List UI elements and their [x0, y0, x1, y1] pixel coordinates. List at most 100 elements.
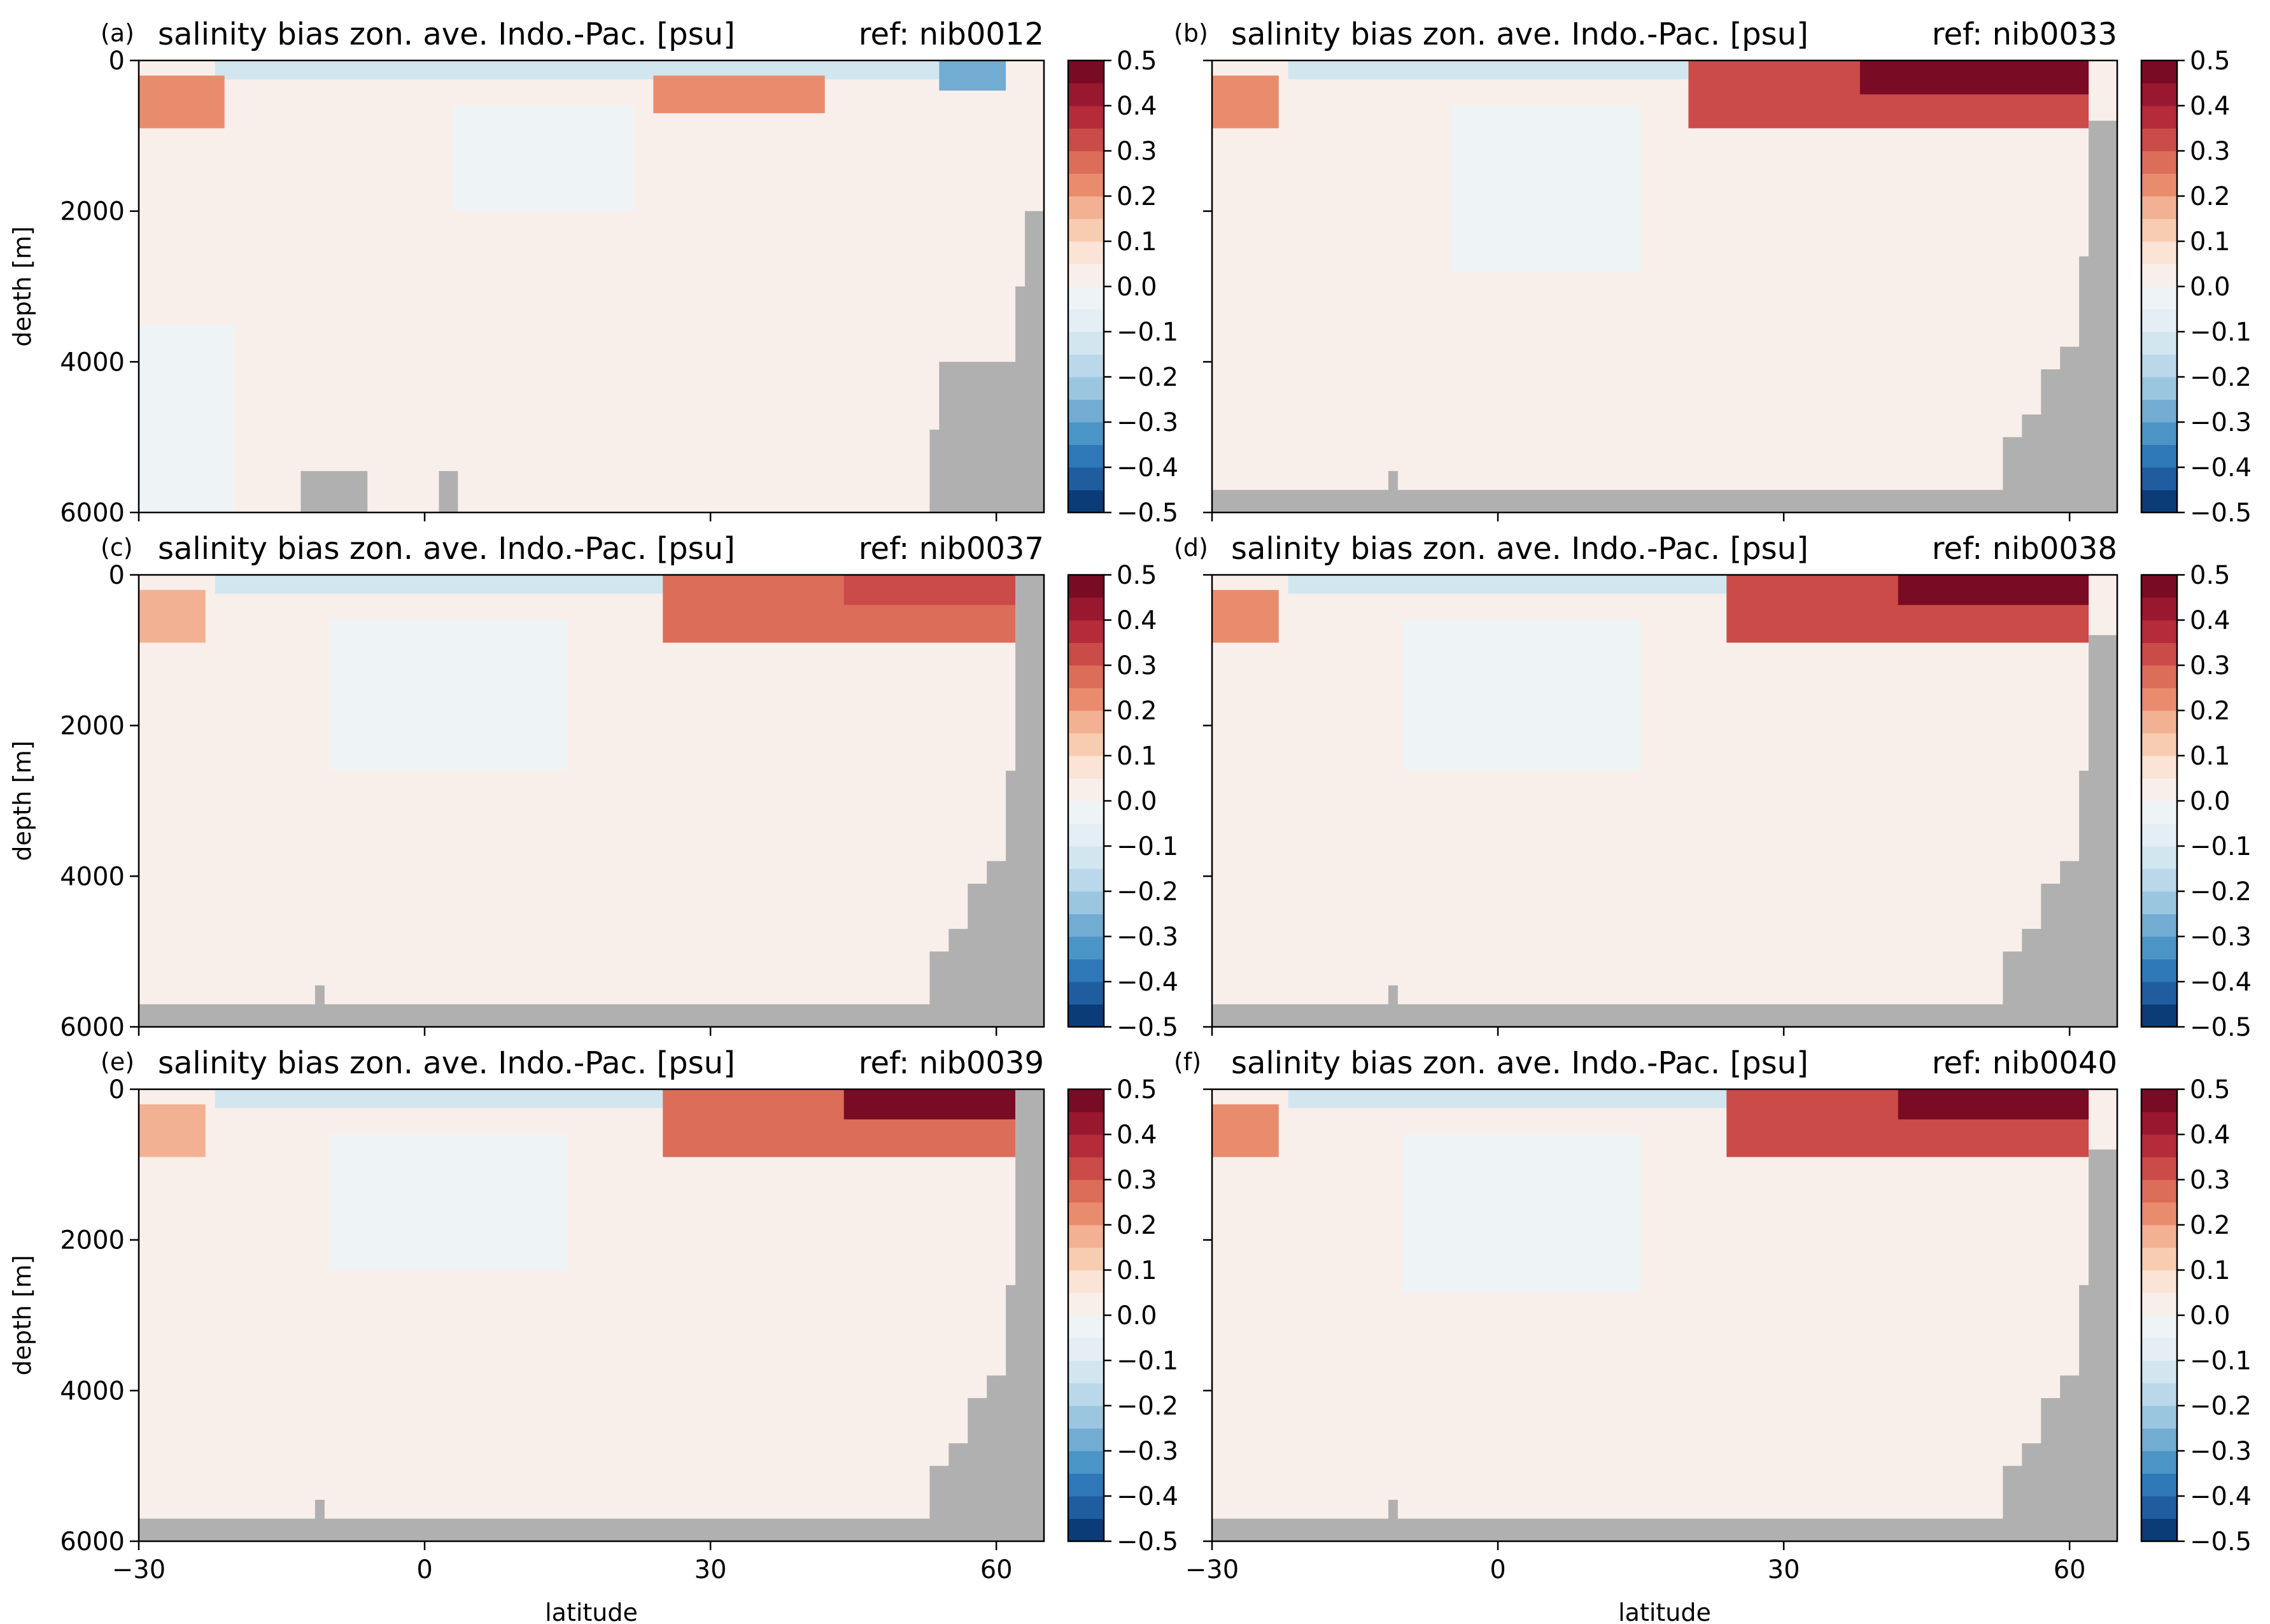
colorbar-tick-label: −0.5: [1117, 1013, 1178, 1042]
colorbar-tick-label: 0.5: [1117, 46, 1157, 76]
colorbar-segment: [1068, 868, 1104, 892]
bias-region: [139, 324, 234, 512]
field-background: [139, 575, 1044, 1027]
panel: (d) salinity bias zon. ave. Indo.-Pac. [p…: [1174, 531, 2252, 1042]
colorbar-tick-label: −0.3: [2190, 408, 2252, 437]
colorbar-tick-label: 0.1: [2190, 1256, 2231, 1285]
colorbar-segment: [2141, 1451, 2177, 1474]
colorbar-segment: [1068, 891, 1104, 914]
panel: (e) salinity bias zon. ave. Indo.-Pac. [p…: [8, 1045, 1178, 1624]
colorbar-tick-label: 0.5: [2190, 1075, 2231, 1105]
y-tick-label: 6000: [60, 498, 125, 528]
colorbar-segment: [1068, 1270, 1104, 1293]
panel: (c) salinity bias zon. ave. Indo.-Pac. [p…: [8, 531, 1178, 1042]
colorbar-segment: [2141, 1247, 2177, 1271]
y-tick-label: 0: [109, 1075, 125, 1105]
colorbar-tick-label: −0.2: [1117, 877, 1178, 907]
colorbar-segment: [2141, 575, 2177, 598]
colorbar-segment: [2141, 106, 2177, 129]
colorbar-segment: [2141, 286, 2177, 309]
colorbar-tick-label: −0.2: [2190, 1392, 2252, 1421]
bias-region: [1898, 1089, 2089, 1120]
colorbar-segment: [2141, 1406, 2177, 1429]
colorbar-segment: [1068, 1360, 1104, 1383]
colorbar-tick-label: 0.1: [2190, 742, 2231, 771]
bias-region: [139, 590, 206, 643]
y-tick-label: 4000: [60, 348, 125, 377]
colorbar-segment: [1068, 914, 1104, 937]
panel-label: (f): [1174, 1048, 1201, 1076]
colorbar-segment: [1068, 399, 1104, 423]
colorbar-segment: [1068, 1112, 1104, 1135]
colorbar-segment: [1068, 241, 1104, 264]
colorbar-tick-label: −0.4: [1117, 1482, 1178, 1511]
colorbar-segment: [2141, 620, 2177, 643]
colorbar-tick-label: 0.0: [2190, 787, 2231, 816]
colorbar-tick-label: 0.5: [2190, 561, 2231, 590]
colorbar-segment: [1068, 1247, 1104, 1271]
colorbar-segment: [1068, 1338, 1104, 1361]
colorbar-segment: [1068, 1428, 1104, 1451]
colorbar-tick-label: −0.5: [1117, 498, 1178, 528]
colorbar-tick-label: 0.5: [1117, 561, 1157, 590]
y-tick-label: 6000: [60, 1013, 125, 1042]
colorbar-tick-label: 0.2: [2190, 696, 2231, 726]
y-tick-label: 2000: [60, 197, 125, 227]
colorbar-segment: [2141, 173, 2177, 197]
bias-region: [139, 75, 225, 129]
panel-title: salinity bias zon. ave. Indo.-Pac. [psu]: [158, 531, 735, 567]
colorbar-segment: [2141, 444, 2177, 468]
colorbar-segment: [1068, 1315, 1104, 1338]
colorbar-segment: [1068, 1134, 1104, 1157]
colorbar-segment: [2141, 196, 2177, 219]
field-background: [1212, 60, 2117, 512]
colorbar-segment: [1068, 959, 1104, 982]
colorbar-segment: [2141, 959, 2177, 982]
colorbar-segment: [2141, 846, 2177, 869]
seamount: [300, 470, 368, 512]
colorbar-segment: [1068, 1225, 1104, 1248]
colorbar-tick-label: 0.5: [1117, 1075, 1157, 1105]
colorbar-segment: [2141, 218, 2177, 242]
colorbar-segment: [1068, 1180, 1104, 1203]
colorbar-segment: [2141, 756, 2177, 779]
colorbar-tick-label: −0.2: [2190, 363, 2252, 392]
colorbar-segment: [2141, 1338, 2177, 1361]
colorbar-segment: [1068, 733, 1104, 756]
colorbar-segment: [1068, 982, 1104, 1005]
panel-label: (c): [101, 533, 133, 561]
colorbar-segment: [2141, 332, 2177, 355]
colorbar-segment: [2141, 1270, 2177, 1293]
colorbar-segment: [1068, 173, 1104, 197]
x-tick-label: −30: [1185, 1555, 1239, 1585]
colorbar-segment: [2141, 801, 2177, 824]
colorbar-tick-label: 0.3: [1117, 1166, 1157, 1195]
colorbar-segment: [1068, 83, 1104, 106]
colorbar-segment: [1068, 597, 1104, 621]
colorbar-tick-label: −0.3: [1117, 1437, 1178, 1466]
bias-region: [843, 1089, 1016, 1120]
colorbar-segment: [2141, 914, 2177, 937]
colorbar-tick-label: −0.1: [2190, 318, 2252, 347]
colorbar-tick-label: 0.0: [2190, 1301, 2231, 1331]
y-tick-label: 4000: [60, 1376, 125, 1406]
colorbar-tick-label: 0.3: [2190, 1166, 2231, 1195]
axes-frame: [1211, 574, 2118, 1028]
colorbar-segment: [1068, 1383, 1104, 1406]
axes-frame: [137, 59, 1045, 514]
colorbar-segment: [1068, 688, 1104, 711]
colorbar-segment: [1068, 1473, 1104, 1497]
seamount: [1388, 1499, 1398, 1541]
colorbar-tick-label: −0.1: [1117, 1346, 1178, 1376]
panel-title: salinity bias zon. ave. Indo.-Pac. [psu]: [1231, 1045, 1808, 1081]
colorbar-tick-label: −0.5: [2190, 498, 2252, 528]
bias-region: [1898, 575, 2089, 605]
y-axis-label: depth [m]: [8, 1255, 36, 1375]
field-background: [139, 1089, 1044, 1541]
colorbar-tick-label: 0.1: [1117, 227, 1157, 257]
panel-ref: ref: nib0012: [859, 17, 1044, 52]
y-tick-label: 4000: [60, 862, 125, 891]
x-tick-label: 60: [2054, 1555, 2086, 1585]
colorbar-segment: [2141, 733, 2177, 756]
bias-region: [329, 620, 568, 771]
